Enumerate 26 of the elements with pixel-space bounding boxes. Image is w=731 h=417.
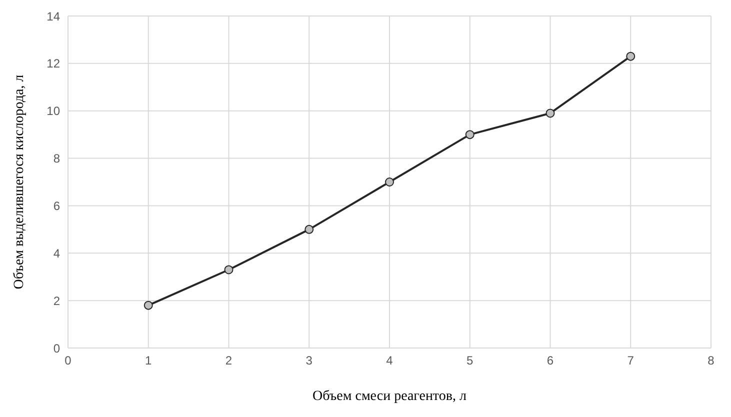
- x-tick-label: 0: [64, 354, 72, 368]
- y-tick-label: 0: [53, 341, 60, 356]
- y-axis-title: Объем выделившегося кислорода, л: [12, 74, 27, 290]
- y-tick-label: 2: [53, 294, 60, 308]
- x-tick-label: 1: [145, 354, 152, 368]
- x-tick-label: 2: [225, 354, 232, 368]
- point: [224, 265, 234, 274]
- x-tick-label: 3: [306, 354, 313, 368]
- y-tick-label: 4: [53, 246, 60, 260]
- point: [385, 178, 394, 186]
- y-tick-label: 6: [53, 198, 60, 213]
- point: [626, 52, 636, 61]
- y-tick-label: 10: [46, 104, 60, 118]
- y-tick-label: 12: [46, 56, 60, 71]
- x-tick-label: 7: [627, 354, 634, 368]
- x-tick-label: 8: [708, 354, 715, 368]
- x-tick-label: 5: [466, 354, 474, 368]
- x-axis-title: Объем смеси реагентов, л: [312, 389, 466, 404]
- x-tick-label: 6: [546, 354, 554, 368]
- y-tick-label: 14: [46, 9, 60, 24]
- point: [465, 130, 474, 140]
- point: [546, 108, 555, 118]
- y-tick-label: 8: [53, 152, 60, 166]
- point: [304, 224, 314, 234]
- x-tick-label: 4: [386, 354, 394, 368]
- point: [144, 300, 153, 310]
